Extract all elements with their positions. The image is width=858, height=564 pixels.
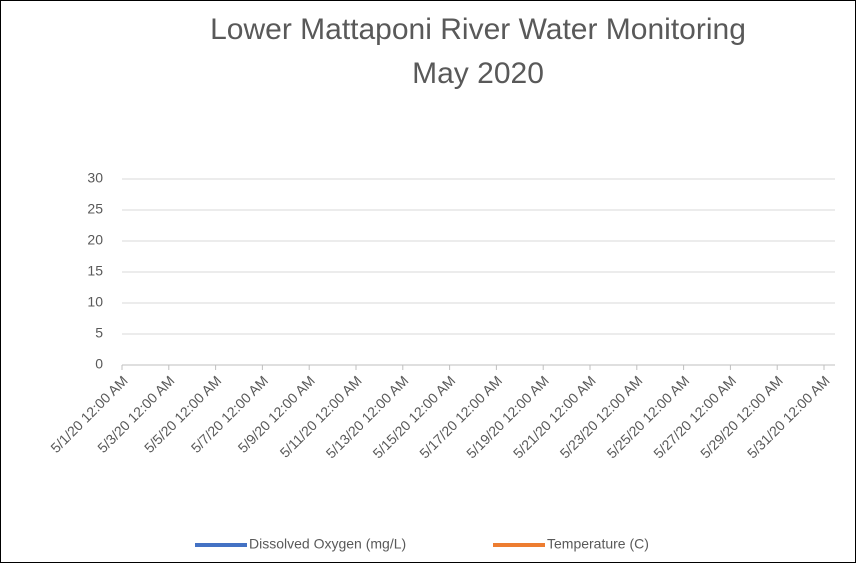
legend-label: Temperature (C) [547, 536, 649, 552]
y-tick-label: 25 [87, 201, 103, 217]
chart-subtitle: May 2020 [412, 57, 544, 90]
y-tick-label: 30 [87, 170, 103, 186]
legend-label: Dissolved Oxygen (mg/L) [249, 536, 406, 552]
y-tick-label: 20 [87, 232, 103, 248]
chart-title: Lower Mattaponi River Water Monitoring [210, 13, 746, 46]
y-tick-label: 5 [95, 325, 103, 341]
y-tick-label: 15 [87, 263, 103, 279]
y-tick-label: 10 [87, 294, 103, 310]
y-tick-label: 0 [95, 356, 103, 372]
